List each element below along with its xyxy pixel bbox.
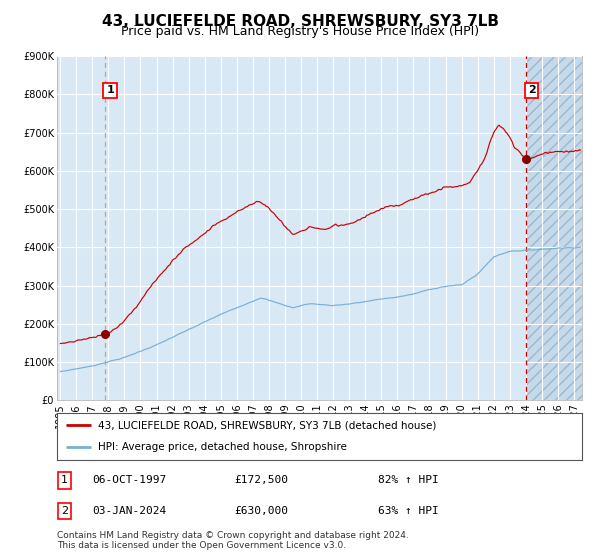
Text: 06-OCT-1997: 06-OCT-1997 bbox=[92, 475, 166, 486]
Text: 1: 1 bbox=[61, 475, 68, 486]
Text: 63% ↑ HPI: 63% ↑ HPI bbox=[377, 506, 439, 516]
Text: HPI: Average price, detached house, Shropshire: HPI: Average price, detached house, Shro… bbox=[98, 442, 347, 452]
Text: 43, LUCIEFELDE ROAD, SHREWSBURY, SY3 7LB: 43, LUCIEFELDE ROAD, SHREWSBURY, SY3 7LB bbox=[101, 14, 499, 29]
Text: 1: 1 bbox=[106, 86, 114, 95]
Text: £630,000: £630,000 bbox=[234, 506, 288, 516]
Text: 03-JAN-2024: 03-JAN-2024 bbox=[92, 506, 166, 516]
Text: 82% ↑ HPI: 82% ↑ HPI bbox=[377, 475, 439, 486]
Text: Contains HM Land Registry data © Crown copyright and database right 2024.
This d: Contains HM Land Registry data © Crown c… bbox=[57, 531, 409, 550]
Text: 2: 2 bbox=[528, 86, 535, 95]
Bar bbox=[526, 56, 582, 400]
Text: Price paid vs. HM Land Registry's House Price Index (HPI): Price paid vs. HM Land Registry's House … bbox=[121, 25, 479, 38]
Text: £172,500: £172,500 bbox=[234, 475, 288, 486]
Text: 2: 2 bbox=[61, 506, 68, 516]
Text: 43, LUCIEFELDE ROAD, SHREWSBURY, SY3 7LB (detached house): 43, LUCIEFELDE ROAD, SHREWSBURY, SY3 7LB… bbox=[98, 420, 436, 430]
